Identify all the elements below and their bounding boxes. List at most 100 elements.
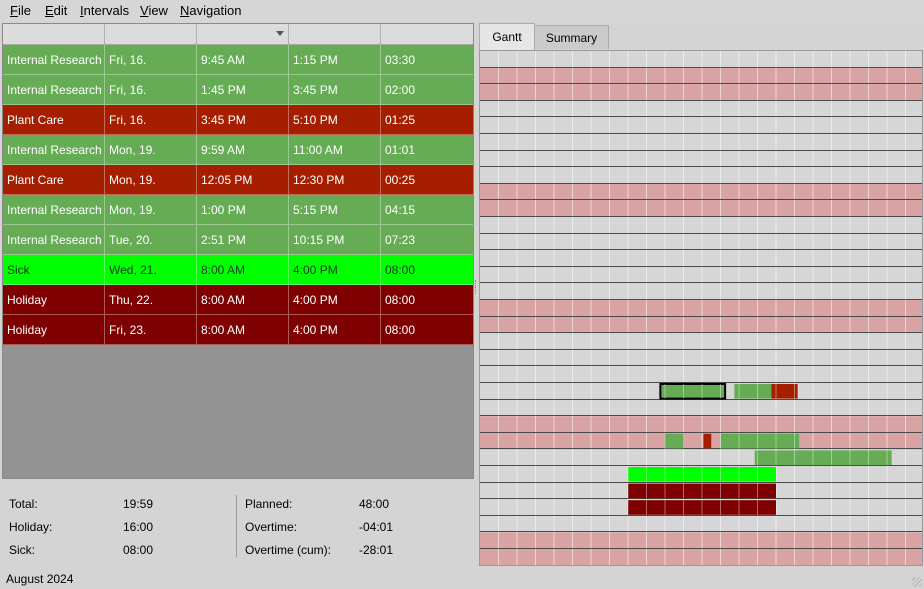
menu-edit-mnemonic: E <box>45 3 54 18</box>
cell-start: 12:05 PM <box>197 165 289 195</box>
planned-label: Planned: <box>245 497 293 511</box>
resize-grip-icon[interactable] <box>912 577 922 587</box>
gantt-chart[interactable] <box>479 50 923 566</box>
table-row[interactable]: Plant Care Mon, 19. 12:05 PM 12:30 PM 00:25 <box>3 165 473 195</box>
gantt-bar-plant-care[interactable] <box>771 384 798 399</box>
table-row[interactable]: Internal Research Tue, 20. 2:51 PM 10:15 PM… <box>3 225 473 255</box>
menu-intervals-mnemonic: I <box>80 3 84 18</box>
gantt-bar-sick[interactable] <box>628 467 776 482</box>
table-header <box>3 24 473 45</box>
cell-end: 1:15 PM <box>289 45 381 75</box>
intervals-table[interactable]: Internal Research Fri, 16. 9:45 AM 1:15 PM 0… <box>2 23 474 479</box>
menu-file-rest: ile <box>17 3 31 18</box>
menu-file[interactable]: File <box>10 3 31 18</box>
cell-project: Sick <box>3 255 105 285</box>
cell-start: 2:51 PM <box>197 225 289 255</box>
holiday-value: 16:00 <box>123 520 154 534</box>
overtime-label: Overtime: <box>245 520 298 534</box>
tab-gantt[interactable]: Gantt <box>479 23 535 50</box>
cell-duration: 08:00 <box>381 285 473 315</box>
cell-date: Mon, 19. <box>105 195 197 225</box>
table-row[interactable]: Internal Research Fri, 16. 1:45 PM 3:45 PM 0… <box>3 75 473 105</box>
table-row[interactable]: Holiday Fri, 23. 8:00 AM 4:00 PM 08:00 <box>3 315 473 345</box>
table-row[interactable]: Holiday Thu, 22. 8:00 AM 4:00 PM 08:00 <box>3 285 473 315</box>
menu-navigation-mnemonic: N <box>180 3 190 18</box>
cell-end: 4:00 PM <box>289 315 381 345</box>
cell-date: Fri, 16. <box>105 45 197 75</box>
cell-date: Wed, 21. <box>105 255 197 285</box>
cell-project: Plant Care <box>3 165 105 195</box>
summary-divider <box>236 495 237 557</box>
total-value: 19:59 <box>123 497 154 511</box>
cell-start: 1:00 PM <box>197 195 289 225</box>
table-row[interactable]: Plant Care Fri, 16. 3:45 PM 5:10 PM 01:25 <box>3 105 473 135</box>
status-month: August 2024 <box>6 572 74 586</box>
cell-duration: 04:15 <box>381 195 473 225</box>
cell-project: Plant Care <box>3 105 105 135</box>
menu-bar: File Edit Intervals View Navigation <box>0 0 924 22</box>
menu-navigation[interactable]: Navigation <box>180 3 242 18</box>
gantt-bar-internal-research[interactable] <box>720 433 800 449</box>
gantt-bar-plant-care[interactable] <box>703 433 712 449</box>
gantt-bar-internal-research[interactable] <box>734 384 772 399</box>
cell-project: Internal Research <box>3 45 105 75</box>
overtime-cum-value: -28:01 <box>359 543 394 557</box>
column-header-project[interactable] <box>3 24 105 44</box>
cell-project: Internal Research <box>3 225 105 255</box>
cell-project: Internal Research <box>3 135 105 165</box>
column-header-end[interactable] <box>289 24 381 44</box>
cell-duration: 00:25 <box>381 165 473 195</box>
cell-end: 3:45 PM <box>289 75 381 105</box>
cell-date: Mon, 19. <box>105 165 197 195</box>
menu-file-mnemonic: F <box>10 3 18 18</box>
tab-summary[interactable]: Summary <box>534 25 609 49</box>
cell-end: 4:00 PM <box>289 285 381 315</box>
cell-date: Mon, 19. <box>105 135 197 165</box>
table-row[interactable]: Internal Research Mon, 19. 1:00 PM 5:15 PM 0… <box>3 195 473 225</box>
cell-end: 4:00 PM <box>289 255 381 285</box>
cell-start: 8:00 AM <box>197 315 289 345</box>
gantt-bar-internal-research[interactable] <box>659 383 727 400</box>
cell-date: Thu, 22. <box>105 285 197 315</box>
view-tabs: Gantt Summary <box>479 23 924 50</box>
cell-duration: 01:01 <box>381 135 473 165</box>
column-header-start[interactable] <box>197 24 289 44</box>
summary-panel: Total: 19:59 Holiday: 16:00 Sick: 08:00 … <box>0 485 476 565</box>
gantt-bar-internal-research[interactable] <box>754 450 892 465</box>
menu-intervals[interactable]: Intervals <box>80 3 130 18</box>
total-label: Total: <box>9 497 38 511</box>
cell-end: 5:15 PM <box>289 195 381 225</box>
menu-view-mnemonic: V <box>140 3 149 18</box>
cell-project: Internal Research <box>3 195 105 225</box>
column-header-date[interactable] <box>105 24 197 44</box>
sick-value: 08:00 <box>123 543 154 557</box>
table-row[interactable]: Internal Research Fri, 16. 9:45 AM 1:15 PM 0… <box>3 45 473 75</box>
gantt-bar-holiday[interactable] <box>628 483 776 499</box>
planned-value: 48:00 <box>359 497 390 511</box>
cell-project: Internal Research <box>3 75 105 105</box>
cell-end: 10:15 PM <box>289 225 381 255</box>
cell-duration: 01:25 <box>381 105 473 135</box>
cell-date: Fri, 16. <box>105 75 197 105</box>
menu-view[interactable]: View <box>140 3 168 18</box>
menu-edit[interactable]: Edit <box>45 3 68 18</box>
table-row[interactable]: Internal Research Mon, 19. 9:59 AM 11:00 AM… <box>3 135 473 165</box>
table-row[interactable]: Sick Wed, 21. 8:00 AM 4:00 PM 08:00 <box>3 255 473 285</box>
cell-start: 1:45 PM <box>197 75 289 105</box>
cell-end: 5:10 PM <box>289 105 381 135</box>
gantt-canvas[interactable] <box>480 51 923 566</box>
cell-date: Fri, 16. <box>105 105 197 135</box>
cell-end: 12:30 PM <box>289 165 381 195</box>
cell-date: Tue, 20. <box>105 225 197 255</box>
overtime-cum-label: Overtime (cum): <box>245 543 332 557</box>
sick-label: Sick: <box>9 543 36 557</box>
sort-down-icon <box>276 31 284 36</box>
column-header-duration[interactable] <box>381 24 473 44</box>
cell-end: 11:00 AM <box>289 135 381 165</box>
cell-duration: 08:00 <box>381 315 473 345</box>
cell-date: Fri, 23. <box>105 315 197 345</box>
cell-start: 8:00 AM <box>197 255 289 285</box>
gantt-bar-internal-research[interactable] <box>664 433 684 449</box>
gantt-bar-holiday[interactable] <box>628 500 776 515</box>
holiday-label: Holiday: <box>9 520 53 534</box>
